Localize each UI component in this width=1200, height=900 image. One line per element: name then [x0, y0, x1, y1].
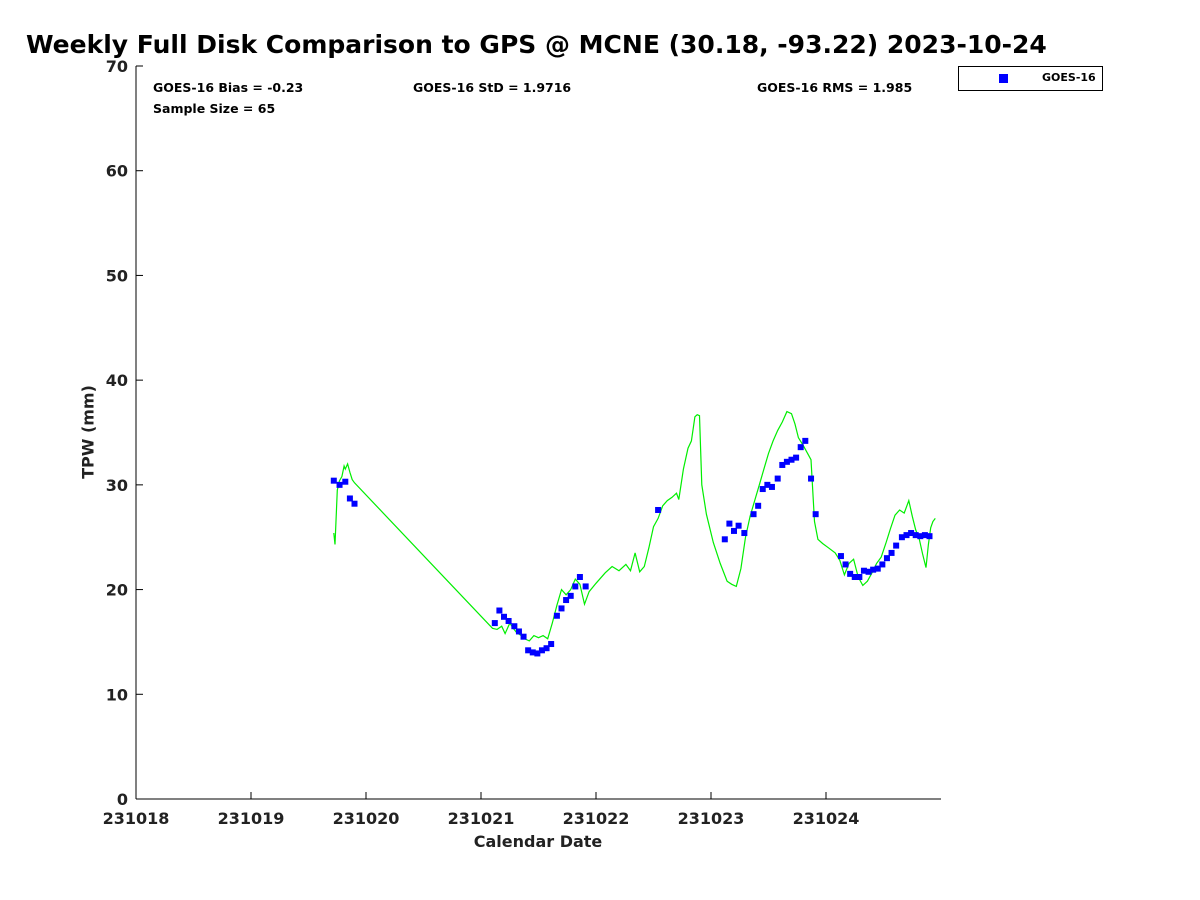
bias-stat: GOES-16 Bias = -0.23: [153, 80, 304, 95]
goes-data-point: [768, 483, 775, 490]
legend-label-goes: GOES-16: [1042, 71, 1096, 84]
x-tick-label: 231021: [448, 809, 515, 828]
goes-data-point: [860, 567, 867, 574]
goes-data-point: [837, 553, 844, 560]
goes-data-point: [912, 532, 919, 539]
y-tick-label: 10: [106, 685, 128, 704]
legend-marker-goes: [999, 74, 1008, 83]
x-tick-label: 231022: [563, 809, 630, 828]
goes-data-point: [779, 461, 786, 468]
goes-data-point: [874, 565, 881, 572]
x-tick-label: 231018: [103, 809, 170, 828]
goes-data-point: [511, 623, 518, 630]
goes-data-point: [496, 607, 503, 614]
goes-data-point: [774, 475, 781, 482]
goes-data-point: [741, 530, 748, 537]
goes-data-point: [346, 495, 353, 502]
x-tick-label: 231023: [678, 809, 745, 828]
goes-data-point: [548, 641, 555, 648]
y-tick-label: 0: [117, 790, 128, 809]
x-axis-label: Calendar Date: [473, 832, 603, 851]
x-tick-label: 231024: [793, 809, 860, 828]
goes-data-point: [802, 437, 809, 444]
goes-data-point: [731, 527, 737, 534]
rms-stat: GOES-16 RMS = 1.985: [757, 80, 913, 95]
goes-data-point: [797, 444, 804, 451]
goes-data-point: [888, 549, 895, 556]
gps-series-line: [333, 410, 936, 642]
goes-data-point: [721, 536, 728, 543]
goes-data-point: [330, 477, 337, 484]
goes-data-point: [553, 612, 560, 619]
goes-data-point: [759, 486, 766, 493]
goes-data-point: [856, 574, 863, 581]
goes-data-point: [563, 597, 570, 604]
goes-data-point: [750, 511, 757, 518]
goes-data-point: [893, 542, 900, 549]
x-tick-label: 231019: [218, 809, 285, 828]
goes-data-point: [898, 534, 905, 541]
goes-data-point: [529, 649, 536, 656]
goes-data-point: [926, 533, 933, 540]
goes-data-point: [491, 620, 498, 627]
goes-data-point: [847, 570, 854, 577]
goes-data-point: [582, 583, 589, 590]
x-tick-label: 231020: [333, 809, 400, 828]
goes-data-point: [783, 458, 790, 465]
y-tick-label: 20: [106, 581, 128, 600]
goes-data-point: [567, 592, 574, 599]
goes-data-point: [870, 566, 877, 573]
goes-data-point: [520, 633, 527, 640]
sample-size-stat: Sample Size = 65: [153, 101, 276, 116]
goes-data-point: [865, 568, 872, 575]
chart-title: Weekly Full Disk Comparison to GPS @ MCN…: [26, 30, 1047, 59]
y-tick-label: 30: [106, 476, 128, 495]
goes-data-point: [903, 532, 910, 539]
goes-data-point: [336, 481, 343, 488]
goes-data-point: [764, 481, 771, 488]
goes-data-point: [655, 506, 662, 513]
goes-data-point: [505, 617, 512, 624]
std-stat: GOES-16 StD = 1.9716: [413, 80, 572, 95]
y-tick-label: 50: [106, 266, 128, 285]
goes-data-point: [793, 454, 800, 461]
goes-data-point: [735, 522, 742, 529]
legend: GOES-16: [958, 66, 1103, 91]
goes-data-point: [572, 583, 579, 590]
goes-data-point: [342, 478, 349, 485]
y-tick-label: 70: [106, 57, 128, 76]
goes-data-point: [851, 574, 858, 581]
goes-data-point: [788, 456, 795, 463]
goes-data-point: [534, 650, 541, 657]
goes-data-point: [501, 613, 507, 620]
goes-data-point: [726, 520, 733, 527]
goes-data-point: [812, 511, 819, 518]
goes-data-point: [351, 500, 358, 507]
y-tick-label: 60: [106, 162, 128, 181]
goes-data-point: [543, 645, 550, 652]
goes-data-point: [808, 475, 815, 482]
goes-data-point: [883, 555, 890, 562]
goes-data-point: [538, 647, 545, 654]
y-tick-label: 40: [106, 371, 128, 390]
goes-data-point: [755, 502, 762, 509]
goes-data-point: [842, 561, 849, 568]
goes-data-point: [879, 561, 886, 568]
goes-data-point: [525, 647, 532, 654]
goes-data-point: [917, 533, 924, 540]
goes-data-point: [576, 574, 583, 581]
goes-data-point: [558, 605, 565, 612]
goes-data-point: [908, 530, 915, 537]
goes-data-point: [921, 532, 928, 539]
goes-data-point: [515, 628, 522, 635]
